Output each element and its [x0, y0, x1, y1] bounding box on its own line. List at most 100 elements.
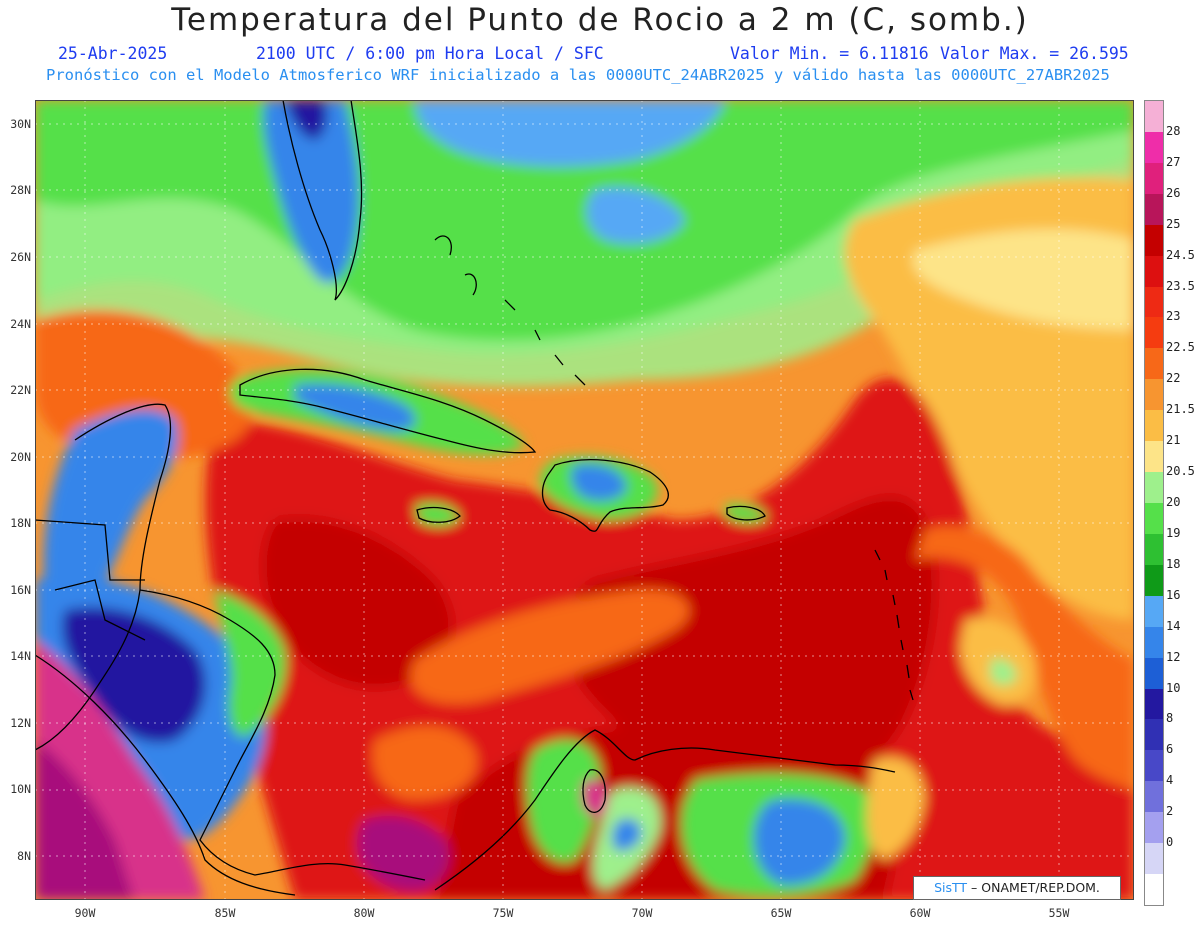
lon-label-55w: 55W: [1048, 906, 1070, 920]
lat-label-26n: 26N: [10, 250, 31, 264]
lon-label-90w: 90W: [74, 906, 96, 920]
lon-label-75w: 75W: [492, 906, 514, 920]
colorbar-label: 25: [1166, 216, 1181, 231]
lesser-antilles: [874, 549, 914, 701]
colorbar-swatch: [1145, 286, 1163, 318]
cuba-blue-zone: [295, 383, 416, 431]
hispaniola-blue-zone: [570, 463, 627, 501]
colorbar-label: 10: [1166, 680, 1181, 695]
colorbar-label: 24.5: [1166, 247, 1195, 262]
colorbar-swatch: [1145, 193, 1163, 226]
colorbar-swatch: [1145, 843, 1163, 875]
colorbar-swatch: [1145, 750, 1163, 782]
maracaibo-green-zone: [526, 739, 601, 863]
east-green-patch: [990, 658, 1017, 686]
min-value: Valor Min. = 6.11816: [730, 44, 929, 63]
lat-label-16n: 16N: [10, 583, 31, 597]
colorbar-label: 23.5: [1166, 278, 1195, 293]
colorbar-swatch: [1145, 533, 1163, 566]
colorbar-swatch: [1145, 595, 1163, 628]
map-frame: [35, 100, 1134, 900]
colorbar-swatch: [1145, 379, 1163, 411]
colorbar-swatch: [1145, 626, 1163, 659]
colorbar-label: 20: [1166, 495, 1181, 509]
maracaibo-pink-zone: [581, 779, 608, 817]
credit-brand: SisTT: [934, 880, 968, 895]
bahamas-islands: [434, 235, 586, 386]
colorbar-swatch: [1145, 101, 1163, 133]
colorbar-label: 19: [1166, 525, 1181, 540]
colorbar-swatch: [1145, 874, 1163, 906]
colorbar-label: 0: [1166, 835, 1174, 850]
guatemala-border: [54, 579, 146, 641]
pacific-coast: [35, 654, 296, 896]
colorbar-label: 14: [1166, 618, 1181, 633]
colorbar-label: 4: [1166, 773, 1174, 788]
central-america-coast: [139, 589, 426, 881]
colorbar-label: 2: [1166, 804, 1174, 819]
colorbar-swatch: [1145, 688, 1163, 720]
honduras-navy-zone: [62, 607, 206, 743]
colorbar-swatch: [1145, 348, 1163, 380]
west-caribbean-dark-red-zone: [262, 518, 453, 688]
colorbar-swatch: [1145, 224, 1163, 257]
lon-label-80w: 80W: [353, 906, 375, 920]
lat-label-30n: 30N: [10, 117, 31, 131]
yucatan-blue-zone: [43, 409, 178, 615]
east-pale-zone: [912, 229, 1134, 330]
florida-navy-zone: [285, 100, 327, 140]
colorbar-label: 23: [1166, 309, 1181, 324]
lat-label-12n: 12N: [10, 716, 31, 730]
mexico-border: [35, 519, 145, 581]
central-america-green-edge: [215, 590, 286, 737]
colorbar-swatch: [1145, 719, 1163, 751]
colorbar-label: 6: [1166, 742, 1174, 757]
florida-blue-zone: [263, 100, 360, 283]
credit-org: – ONAMET/REP.DOM.: [971, 880, 1100, 895]
andes-blue-zone: [612, 818, 642, 852]
atlantic-blue-zone: [415, 100, 725, 167]
colorbar-label: 22: [1166, 371, 1181, 386]
dewpoint-map: [35, 100, 1134, 900]
colorbar-swatch: [1145, 781, 1163, 813]
lat-label-18n: 18N: [10, 516, 31, 530]
colorbar-label: 21: [1166, 433, 1181, 448]
colorbar-swatch: [1145, 564, 1163, 597]
colorbar-swatch: [1145, 503, 1163, 535]
colorbar-label: 8: [1166, 711, 1174, 726]
colorbar-swatch: [1145, 657, 1163, 690]
venezuela-blue-zone: [753, 799, 845, 885]
forecast-time: 2100 UTC / 6:00 pm Hora Local / SFC: [256, 44, 604, 63]
colorbar-label: 27: [1166, 154, 1181, 169]
lat-label-10n: 10N: [10, 782, 31, 796]
colorbar-label: 20.5: [1166, 464, 1195, 479]
colorbar-label: 28: [1166, 123, 1181, 138]
lat-label-20n: 20N: [10, 450, 31, 464]
credit-box: SisTT – ONAMET/REP.DOM.: [913, 876, 1121, 900]
colorbar-label: 21.5: [1166, 402, 1195, 417]
colorbar-swatch: [1145, 317, 1163, 349]
florida-coast: [282, 100, 363, 301]
colorbar-swatch: [1145, 255, 1163, 288]
colorbar-label: 18: [1166, 556, 1181, 571]
lon-label-85w: 85W: [214, 906, 236, 920]
jamaica-coast: [416, 506, 461, 523]
lon-label-65w: 65W: [770, 906, 792, 920]
forecast-description: Pronóstico con el Modelo Atmosferico WRF…: [46, 66, 1110, 84]
colorbar-swatch: [1145, 162, 1163, 195]
orange-tongue-central: [410, 589, 690, 704]
colorbar-label: 22.5: [1166, 340, 1195, 355]
jamaica-green-zone: [415, 503, 460, 526]
colorbar-swatch: [1145, 472, 1163, 504]
bahamas-blue-zone: [586, 187, 685, 244]
panama-magenta-zone: [357, 816, 449, 891]
colorbar-label: 16: [1166, 587, 1181, 602]
graticule: [35, 100, 1134, 900]
guiana-yellow-zone: [866, 757, 925, 860]
puerto-rico-coast: [726, 505, 766, 521]
max-value: Valor Max. = 26.595: [940, 44, 1129, 63]
page-title: Temperatura del Punto de Rocio a 2 m (C,…: [171, 2, 1029, 38]
hispaniola-coast: [541, 459, 669, 532]
coastlines: [35, 100, 914, 896]
pacific-magenta-zone: [35, 740, 135, 900]
